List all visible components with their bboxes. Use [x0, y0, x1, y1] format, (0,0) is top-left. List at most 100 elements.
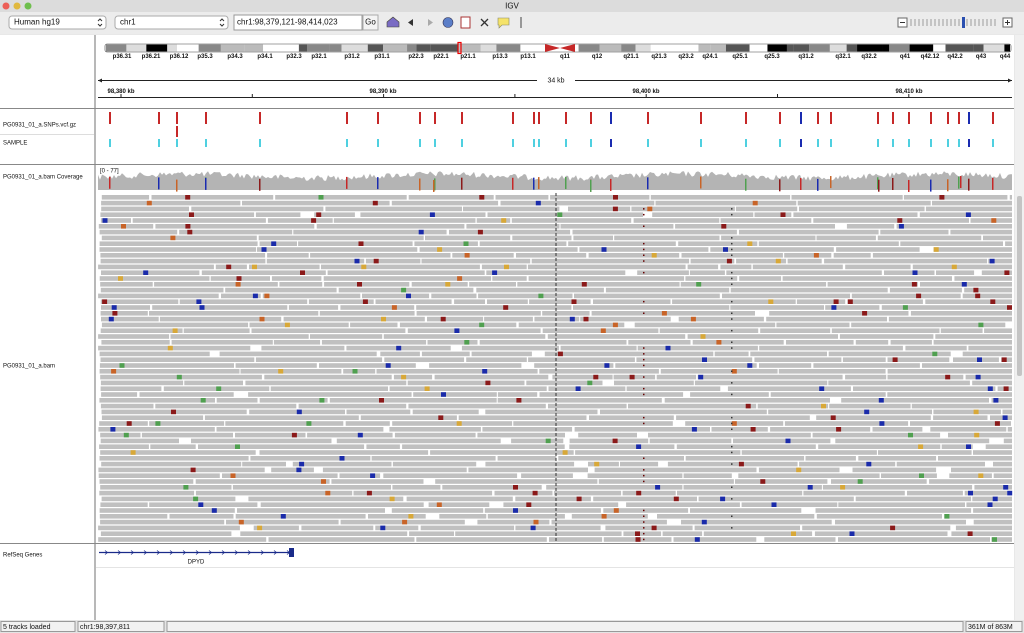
- locus-box[interactable]: [233, 14, 363, 31]
- read: [560, 345, 637, 351]
- mismatch-dot: [731, 329, 733, 332]
- genotype: [958, 139, 960, 147]
- coverage-variant: [745, 178, 747, 191]
- read: [528, 276, 685, 281]
- mismatch-dot: [731, 486, 733, 488]
- minimize-button[interactable]: [13, 2, 21, 10]
- mismatch: [296, 467, 302, 473]
- mismatch: [176, 374, 182, 380]
- resize-button[interactable]: [460, 16, 471, 29]
- status-position: chr1:98,397,811: [80, 624, 130, 631]
- read: [594, 467, 757, 473]
- genotype: [892, 139, 894, 147]
- refresh-button[interactable]: [442, 17, 454, 28]
- zoom-slider[interactable]: [910, 17, 996, 28]
- read: [516, 253, 587, 258]
- genotype: [908, 139, 910, 147]
- zoom-button[interactable]: [24, 2, 32, 10]
- go-button[interactable]: [362, 14, 379, 31]
- mismatch-dot: [643, 474, 645, 477]
- mismatch: [513, 485, 518, 490]
- genome-dropdown[interactable]: [8, 15, 107, 30]
- cyto-band: [621, 44, 636, 52]
- back-button[interactable]: [408, 19, 413, 26]
- popup-button[interactable]: [497, 17, 510, 29]
- cyto-band: [367, 44, 384, 52]
- read: [411, 282, 468, 287]
- read: [678, 241, 758, 246]
- read: [99, 490, 195, 496]
- read: [534, 363, 614, 368]
- cyto-band: [496, 44, 521, 52]
- mismatch: [170, 235, 176, 241]
- read: [100, 282, 153, 287]
- read: [495, 195, 549, 200]
- read: [232, 485, 391, 490]
- mismatch: [939, 195, 945, 200]
- read: [100, 212, 255, 217]
- read: [389, 427, 481, 432]
- read: [815, 508, 972, 513]
- coverage-variant: [533, 177, 535, 190]
- read: [784, 421, 909, 426]
- read: [558, 456, 684, 461]
- read: [179, 229, 293, 235]
- home-button[interactable]: [386, 16, 400, 28]
- coverage-variant: [565, 177, 567, 190]
- window-title: IGV: [505, 2, 519, 11]
- mismatch: [771, 502, 777, 507]
- read: [251, 328, 406, 333]
- read: [730, 305, 824, 310]
- mismatch-dot: [643, 509, 645, 512]
- mismatch: [538, 293, 544, 299]
- strand-arrow: [195, 550, 200, 555]
- read: [261, 345, 345, 351]
- read: [216, 398, 258, 403]
- region-button[interactable]: [480, 18, 489, 27]
- read: [600, 409, 767, 415]
- genotype: [533, 139, 535, 147]
- mismatch-dot: [643, 532, 645, 535]
- strand-arrow: [117, 550, 122, 555]
- read: [573, 305, 730, 310]
- mismatch: [339, 456, 345, 461]
- read: [736, 258, 787, 264]
- strand-arrow: [143, 550, 148, 555]
- mismatch: [613, 508, 619, 513]
- read: [517, 282, 680, 287]
- read: [973, 508, 1012, 513]
- mismatch-dot: [731, 422, 733, 425]
- read: [99, 421, 148, 426]
- cyto-band: [244, 44, 264, 52]
- mismatch: [760, 479, 766, 484]
- read: [968, 345, 1012, 351]
- read: [768, 409, 932, 415]
- read: [235, 514, 366, 519]
- mismatch: [259, 316, 265, 322]
- read: [461, 345, 559, 351]
- mismatch-dot: [731, 254, 733, 256]
- mismatch: [655, 485, 661, 490]
- track-name: PG0931_01_a.SNPs.vcf.gz: [3, 123, 76, 129]
- read: [881, 473, 937, 478]
- forward-button[interactable]: [428, 19, 433, 26]
- genotype: [109, 139, 111, 147]
- cyto-band: [263, 44, 274, 52]
- genotype: [205, 139, 207, 147]
- read: [727, 386, 851, 391]
- cyto-label: q32.1: [835, 54, 851, 60]
- chromosome-dropdown[interactable]: [114, 15, 229, 30]
- mismatch: [111, 305, 117, 310]
- mismatch: [464, 253, 470, 258]
- variant: [565, 112, 567, 124]
- read: [429, 363, 522, 368]
- read: [288, 305, 339, 310]
- variant: [109, 112, 111, 124]
- scroll-thumb[interactable]: [1017, 196, 1022, 376]
- close-button[interactable]: [2, 2, 10, 10]
- read: [476, 218, 511, 223]
- variant: [533, 112, 535, 124]
- coverage-variant: [968, 178, 970, 191]
- read: [993, 473, 1012, 478]
- read: [99, 514, 168, 519]
